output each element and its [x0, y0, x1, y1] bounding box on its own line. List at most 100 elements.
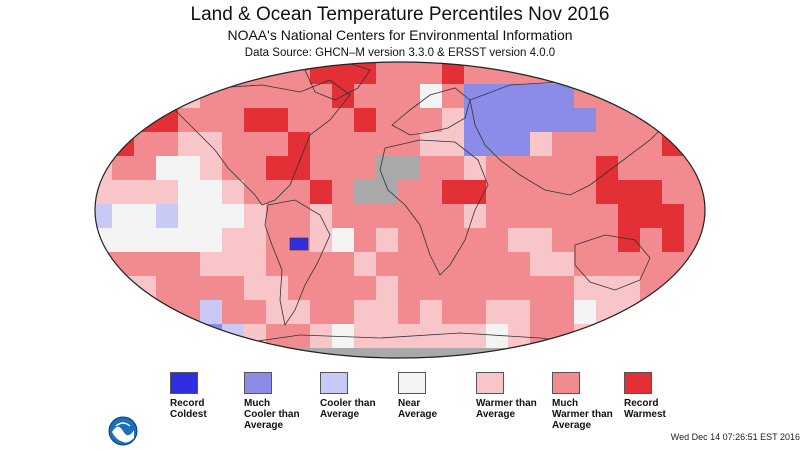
- percentile-cell: [222, 156, 245, 181]
- percentile-cell: [156, 84, 179, 109]
- percentile-cell: [662, 84, 685, 109]
- percentile-cell: [442, 324, 465, 349]
- percentile-cell: [574, 180, 597, 205]
- percentile-cell: [200, 156, 223, 181]
- percentile-cell: [486, 108, 509, 133]
- percentile-cell: [332, 252, 355, 277]
- percentile-cell: [596, 228, 619, 253]
- percentile-cell: [288, 300, 311, 325]
- percentile-cell: [266, 132, 289, 157]
- percentile-cell: [530, 276, 553, 301]
- percentile-cell: [530, 132, 553, 157]
- percentile-cell: [376, 108, 399, 133]
- greenland-outline: [304, 62, 371, 101]
- percentile-cell: [95, 276, 113, 301]
- percentile-cell: [552, 228, 575, 253]
- percentile-cell: [354, 62, 377, 85]
- percentile-cell: [420, 276, 443, 301]
- percentile-cell: [288, 204, 311, 229]
- percentile-cell: [134, 156, 157, 181]
- percentile-cell: [684, 276, 705, 301]
- percentile-cell: [596, 324, 619, 349]
- percentile-cell: [596, 108, 619, 133]
- percentile-cell: [530, 156, 553, 181]
- percentile-cell: [376, 62, 399, 85]
- percentile-cell: [530, 180, 553, 205]
- percentile-cell: [244, 62, 267, 85]
- percentile-cell: [332, 156, 355, 181]
- percentile-cell: [244, 180, 267, 205]
- percentile-cell: [156, 324, 179, 349]
- percentile-cell: [178, 132, 201, 157]
- percentile-cell: [398, 84, 421, 109]
- percentile-cell: [332, 132, 355, 157]
- percentile-cell: [332, 300, 355, 325]
- percentile-cell: [574, 228, 597, 253]
- percentile-cell: [266, 156, 289, 181]
- percentile-cell: [156, 276, 179, 301]
- percentile-cell: [95, 300, 113, 325]
- percentile-cell: [596, 62, 619, 85]
- percentile-cell: [662, 300, 685, 325]
- percentile-cell: [288, 108, 311, 133]
- percentile-cell: [596, 300, 619, 325]
- percentile-cell: [266, 180, 289, 205]
- percentile-cell: [618, 62, 641, 85]
- percentile-cell: [508, 228, 531, 253]
- percentile-cell: [464, 276, 487, 301]
- percentile-cell: [618, 204, 641, 229]
- percentile-cell: [266, 300, 289, 325]
- percentile-cell: [530, 108, 553, 133]
- percentile-cell: [156, 62, 179, 85]
- percentile-cell: [354, 300, 377, 325]
- legend-swatch: [552, 372, 580, 394]
- percentile-cell: [266, 228, 289, 253]
- percentile-cell: [574, 108, 597, 133]
- percentile-cell: [310, 228, 333, 253]
- percentile-cell: [574, 348, 597, 358]
- percentile-cell: [684, 180, 705, 205]
- percentile-cell: [266, 348, 289, 358]
- percentile-cell: [486, 324, 509, 349]
- legend-swatch: [624, 372, 652, 394]
- percentile-cell: [200, 252, 223, 277]
- percentile-cell: [486, 300, 509, 325]
- percentile-cell: [332, 204, 355, 229]
- percentile-cell: [244, 324, 267, 349]
- percentile-cell: [134, 84, 157, 109]
- percentile-cell: [552, 348, 575, 358]
- percentile-cell: [244, 108, 267, 133]
- percentile-cell: [222, 108, 245, 133]
- percentile-cell: [178, 276, 201, 301]
- percentile-cell: [376, 228, 399, 253]
- percentile-cell: [222, 276, 245, 301]
- percentile-cell: [530, 324, 553, 349]
- percentile-cell: [288, 132, 311, 157]
- percentile-cell: [508, 156, 531, 181]
- legend-label: Much Cooler than Average: [244, 398, 300, 431]
- percentile-cell: [464, 84, 487, 109]
- percentile-cell: [332, 348, 355, 358]
- percentile-cell: [464, 204, 487, 229]
- percentile-cell: [354, 180, 377, 205]
- percentile-cell: [420, 324, 443, 349]
- percentile-cell: [354, 132, 377, 157]
- percentile-cell: [530, 252, 553, 277]
- percentile-cell: [442, 84, 465, 109]
- data-source: Data Source: GHCN–M version 3.3.0 & ERSS…: [244, 47, 556, 59]
- percentile-cell: [266, 84, 289, 109]
- percentile-cell: [244, 84, 267, 109]
- percentile-cell: [354, 276, 377, 301]
- percentile-cell: [288, 252, 311, 277]
- percentile-cell: [640, 324, 663, 349]
- percentile-cell: [244, 252, 267, 277]
- percentile-cell: [200, 276, 223, 301]
- percentile-cell: [244, 156, 267, 181]
- percentile-cell: [112, 228, 135, 253]
- percentile-cell: [552, 180, 575, 205]
- percentile-cell: [618, 348, 641, 358]
- percentile-cell: [178, 228, 201, 253]
- percentile-cell: [464, 62, 487, 85]
- percentile-cell: [376, 132, 399, 157]
- map-subtitle: NOAA's National Centers for Environmenta…: [227, 27, 573, 43]
